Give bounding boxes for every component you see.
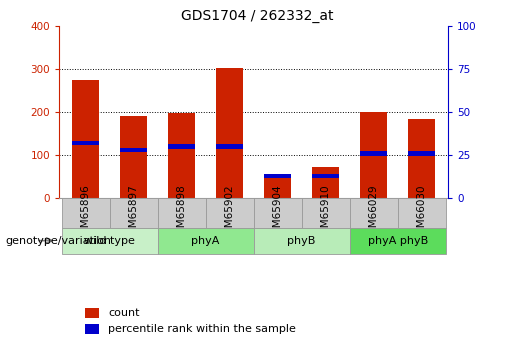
Bar: [168, 114, 195, 198]
FancyBboxPatch shape: [62, 198, 110, 228]
Bar: [360, 112, 387, 198]
Text: phyA phyB: phyA phyB: [368, 236, 428, 246]
Text: GSM66029: GSM66029: [369, 185, 379, 242]
Bar: [360, 151, 387, 156]
FancyBboxPatch shape: [205, 198, 253, 228]
Bar: [73, 141, 99, 145]
Bar: [264, 174, 291, 178]
Bar: [168, 145, 195, 149]
FancyBboxPatch shape: [398, 198, 445, 228]
FancyBboxPatch shape: [253, 198, 302, 228]
Bar: [313, 174, 339, 178]
FancyBboxPatch shape: [253, 228, 350, 254]
Text: GSM65904: GSM65904: [272, 185, 283, 242]
Bar: [121, 148, 147, 152]
Bar: [216, 68, 243, 198]
Text: GSM65898: GSM65898: [177, 185, 186, 242]
Text: wild type: wild type: [84, 236, 135, 246]
Text: GSM66030: GSM66030: [417, 185, 426, 241]
FancyBboxPatch shape: [158, 198, 205, 228]
Bar: [85, 324, 99, 334]
Bar: [121, 117, 147, 198]
Bar: [408, 151, 435, 156]
Bar: [313, 167, 339, 198]
Bar: [408, 119, 435, 198]
Text: genotype/variation: genotype/variation: [5, 236, 111, 246]
Bar: [216, 145, 243, 149]
Bar: [85, 308, 99, 318]
FancyBboxPatch shape: [350, 198, 398, 228]
Text: GDS1704 / 262332_at: GDS1704 / 262332_at: [181, 9, 334, 23]
FancyBboxPatch shape: [350, 228, 445, 254]
Text: count: count: [108, 308, 140, 318]
Text: GSM65910: GSM65910: [321, 185, 331, 242]
Text: GSM65896: GSM65896: [81, 185, 91, 242]
Text: phyA: phyA: [192, 236, 220, 246]
Text: phyB: phyB: [287, 236, 316, 246]
Bar: [264, 176, 291, 198]
FancyBboxPatch shape: [110, 198, 158, 228]
FancyBboxPatch shape: [62, 228, 158, 254]
Bar: [73, 80, 99, 198]
Text: GSM65897: GSM65897: [129, 185, 139, 242]
Text: GSM65902: GSM65902: [225, 185, 235, 242]
FancyBboxPatch shape: [302, 198, 350, 228]
Text: percentile rank within the sample: percentile rank within the sample: [108, 324, 296, 334]
FancyBboxPatch shape: [158, 228, 253, 254]
